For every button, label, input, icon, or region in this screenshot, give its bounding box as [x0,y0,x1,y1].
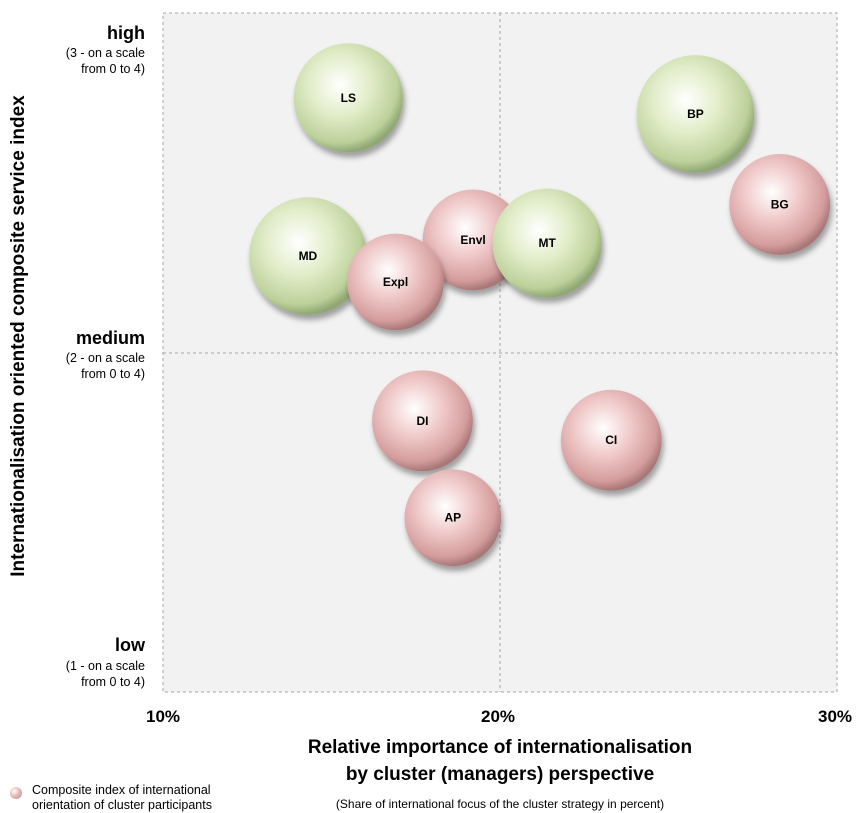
legend-marker-icon [10,787,22,799]
bubble-ls: LS [293,43,403,153]
bubble-circle [347,233,444,331]
ytick-high-sub-2: from 0 to 4) [81,62,145,76]
bubble-circle [492,188,602,298]
bubble-label: Envl [460,233,485,247]
x-axis-title-line-1: Relative importance of internationalisat… [307,737,693,758]
bubble-circle [560,389,662,491]
y-axis-title: Internationalisation oriented composite … [8,95,29,577]
legend-text: Composite index of international orienta… [32,783,212,813]
x-axis-note: (Share of international focus of the clu… [335,797,665,811]
legend: Composite index of international orienta… [10,783,212,813]
bubble-mt: MT [492,188,602,298]
ytick-low: low [115,635,145,655]
bubble-circle [372,370,473,472]
bubble-label: AP [444,511,461,525]
xtick-10: 10% [146,707,181,726]
bubble-circle [404,469,502,567]
ytick-low-sub-2: from 0 to 4) [81,675,145,689]
xtick-30: 30% [818,707,853,726]
ytick-low-sub-1: (1 - on a scale [65,659,145,673]
bubble-label: Expl [383,275,408,289]
bubble-circle [729,154,831,255]
bubble-ci: CI [560,389,662,491]
bubble-bg: BG [729,154,831,255]
bubble-label: BP [687,107,704,121]
bubbles: LS BP BG MD Envl MT Expl DI CI AP [249,43,831,567]
bubble-label: LS [341,91,356,105]
legend-text-line-1: Composite index of international [32,783,211,797]
ytick-medium-sub-1: (2 - on a scale [65,351,145,365]
legend-text-line-2: orientation of cluster participants [32,798,212,812]
ytick-high: high [107,23,145,43]
ytick-high-sub-1: (3 - on a scale [65,46,145,60]
gridlines [163,13,837,692]
x-axis-title-line-2: by cluster (managers) perspective [345,764,655,785]
bubble-expl: Expl [347,233,444,331]
bubble-label: CI [605,433,617,447]
bubble-label: MT [539,236,557,250]
bubble-bp: BP [636,55,755,173]
bubble-md: MD [249,197,367,315]
bubble-circle [249,197,367,315]
bubble-ap: AP [404,469,502,567]
bubble-label: DI [416,414,428,428]
xtick-20: 20% [481,707,516,726]
bubble-label: BG [771,197,789,211]
bubble-label: MD [299,249,318,263]
ytick-medium-sub-2: from 0 to 4) [81,367,145,381]
bubble-circle [636,55,755,173]
x-axis-title: Relative importance of internationalisat… [308,734,692,788]
ytick-medium: medium [75,328,145,348]
bubble-di: DI [372,370,473,472]
bubble-circle [293,43,403,153]
